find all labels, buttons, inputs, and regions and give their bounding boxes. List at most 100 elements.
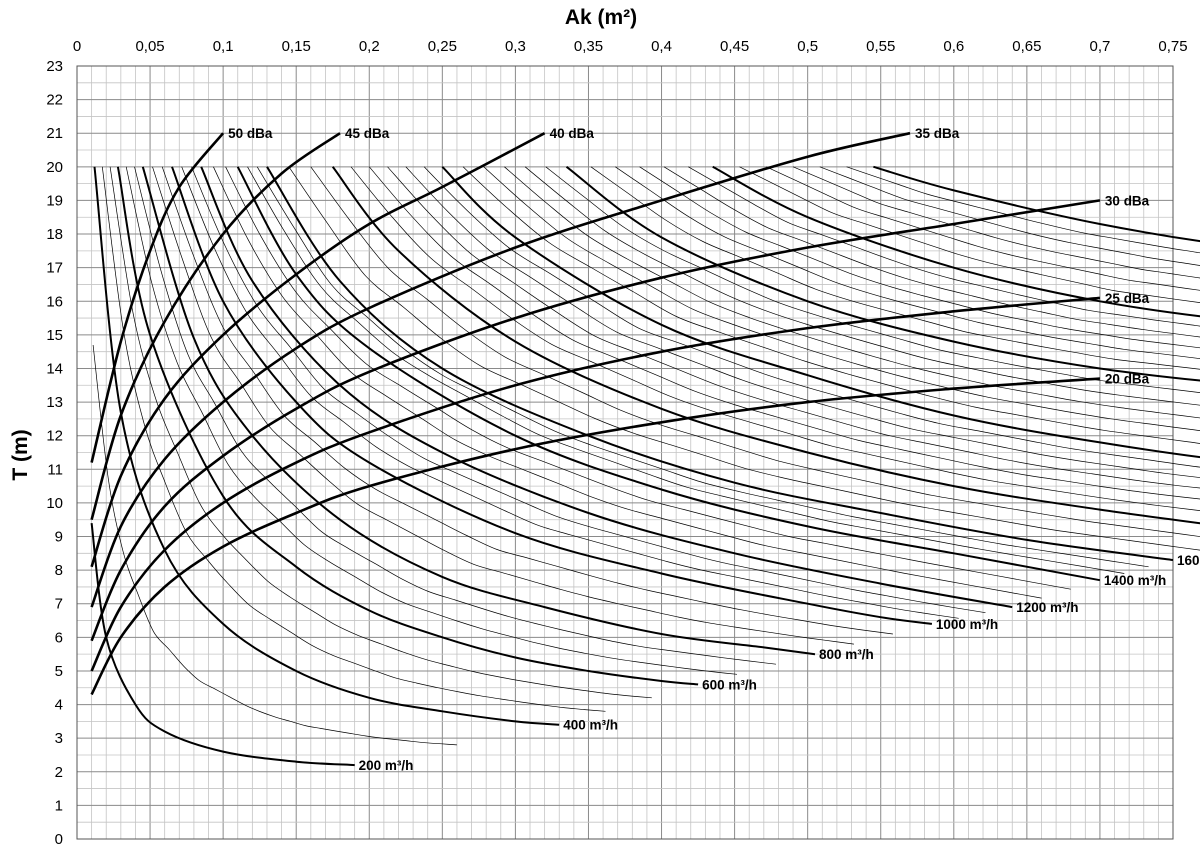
fine-flow-line	[819, 166, 1200, 266]
fine-flow-line	[387, 166, 1200, 489]
flow-series-label: 800 m³/h	[819, 647, 874, 662]
y-tick-label: 8	[55, 562, 63, 579]
y-axis-title: T (m)	[9, 429, 32, 480]
fine-flow-line	[191, 166, 986, 614]
y-tick-label: 1	[55, 797, 63, 814]
fine-flow-line	[792, 166, 1200, 279]
y-tick-label: 23	[46, 58, 63, 75]
sound-series-label: 35 dBa	[915, 126, 960, 141]
y-tick-label: 22	[46, 92, 63, 109]
fine-flow-line	[663, 166, 1200, 338]
flow-series-line	[200, 166, 1013, 609]
x-tick-label: 0,15	[282, 38, 311, 55]
fine-flow-line	[225, 166, 1071, 590]
flow-series-label: 1400 m³/h	[1104, 573, 1166, 588]
x-tick-label: 0,35	[574, 38, 603, 55]
sound-series-line	[90, 132, 341, 521]
sound-series-line	[90, 131, 911, 608]
fine-flow-line	[846, 166, 1200, 254]
flow-series-line	[141, 166, 816, 656]
fine-flow-line	[109, 166, 652, 699]
y-tick-label: 12	[46, 428, 63, 445]
x-tick-label: 0,3	[505, 38, 526, 55]
fine-flow-line	[590, 166, 1200, 370]
y-tick-label: 15	[46, 327, 63, 344]
sound-series-label: 45 dBa	[345, 126, 390, 141]
flow-series-label: 1200 m³/h	[1016, 600, 1078, 615]
x-tick-label: 0,7	[1090, 38, 1111, 55]
fine-flow-line	[310, 166, 1200, 537]
y-tick-label: 3	[55, 730, 63, 747]
fine-flow-line	[125, 166, 738, 675]
fine-flow-line	[766, 166, 1200, 291]
y-tick-label: 17	[46, 260, 63, 277]
sound-series-line	[90, 296, 1101, 672]
flow-series-line	[441, 166, 1200, 459]
flow-series	[90, 165, 1200, 767]
fine-flow-line	[101, 166, 606, 712]
sound-series-label: 30 dBa	[1105, 193, 1150, 208]
x-axis-title: Ak (m²)	[565, 6, 637, 29]
fine-flow-line	[288, 166, 1200, 551]
fine-flow-line	[483, 166, 1200, 431]
flow-series-line	[331, 166, 1200, 525]
flow-series-label: 400 m³/h	[563, 718, 618, 733]
y-tick-label: 7	[55, 596, 63, 613]
x-tick-label: 0,25	[428, 38, 457, 55]
flow-series-line	[565, 165, 1200, 382]
x-tick-label: 0,45	[720, 38, 749, 55]
fine-flow-line	[524, 166, 1200, 406]
fine-flow-line	[247, 166, 1125, 574]
x-tick-label: 0,1	[213, 38, 234, 55]
sound-series-label: 20 dBa	[1105, 372, 1150, 387]
fine-flow-line	[405, 166, 1200, 478]
y-tick-label: 18	[46, 226, 63, 243]
y-tick-label: 14	[46, 360, 63, 377]
fine-flow-line	[161, 166, 893, 635]
x-tick-label: 0,4	[651, 38, 672, 55]
y-tick-label: 4	[55, 697, 63, 714]
flow-series-line	[266, 166, 1174, 561]
x-tick-label: 0,75	[1158, 38, 1187, 55]
plot-frame	[76, 65, 1174, 840]
flow-series-line	[116, 166, 699, 686]
y-tick-label: 5	[55, 663, 63, 680]
sound-series-line	[90, 199, 1101, 642]
y-tick-label: 0	[55, 831, 63, 847]
flow-series-line	[93, 166, 560, 726]
flow-series-line	[90, 522, 355, 767]
y-tick-label: 9	[55, 529, 63, 546]
y-tick-label: 13	[46, 394, 63, 411]
fine-flow-line	[256, 166, 1149, 568]
sound-series-line	[90, 377, 1100, 696]
fine-flow-line	[213, 166, 1042, 599]
x-tick-label: 0,6	[943, 38, 964, 55]
flow-series-line	[873, 165, 1200, 243]
fine-flow-line	[545, 166, 1200, 393]
grid	[76, 65, 1174, 840]
fine-flow-line	[423, 166, 1200, 468]
fine-flow-line	[688, 166, 1200, 327]
flow-series-label: 1000 m³/h	[936, 617, 998, 632]
y-tick-label: 16	[46, 293, 63, 310]
flow-series-label: 600 m³/h	[702, 677, 757, 692]
flow-series-line	[171, 166, 933, 625]
flow-series-label: 1600 m³/h	[1177, 553, 1200, 568]
y-tick-label: 11	[47, 461, 63, 478]
sound-series-line	[90, 132, 225, 463]
sound-series	[90, 131, 1101, 696]
flow-series-label: 200 m³/h	[359, 758, 414, 773]
y-tick-label: 6	[55, 629, 63, 646]
sound-series-label: 40 dBa	[550, 126, 595, 141]
fine-flow-line	[181, 166, 959, 619]
x-tick-label: 0,65	[1012, 38, 1041, 55]
x-tick-label: 0,5	[797, 38, 818, 55]
series-labels: 200 m³/h 400 m³/h 600 m³/h 800 m³/h 1000 m³/…	[228, 126, 1200, 773]
ticks: 0 0,05 0,1 0,15 0,2 0,25 0,3 0,35 0,4 0,45 0,5 0,55…	[46, 38, 1187, 847]
sound-series-label: 25 dBa	[1105, 291, 1150, 306]
y-tick-label: 21	[46, 125, 63, 142]
sound-series-label: 50 dBa	[228, 126, 273, 141]
flow-series-line	[236, 166, 1101, 582]
fine-flow-line	[462, 166, 1200, 444]
